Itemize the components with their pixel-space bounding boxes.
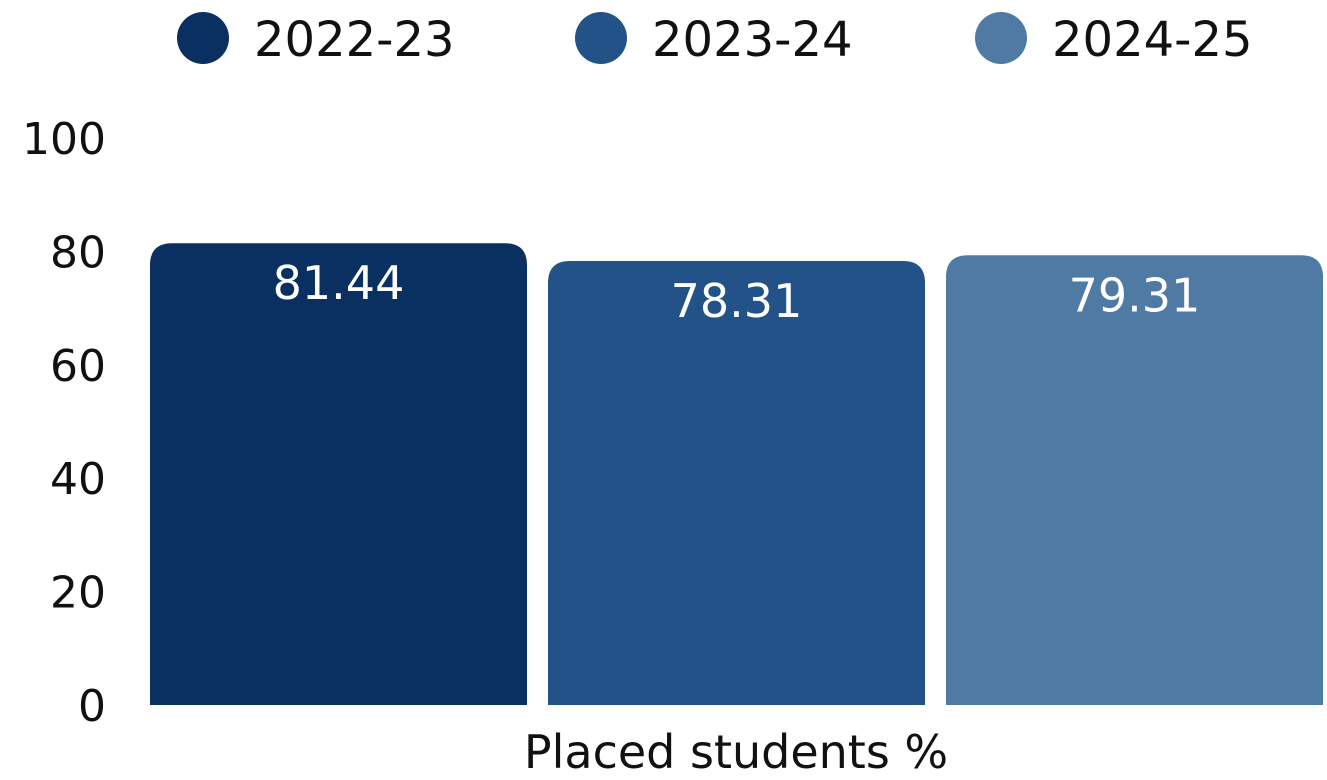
y-tick-label: 20 (50, 568, 106, 619)
data-label-2022-23: 81.44 (273, 256, 405, 310)
legend-label-2023-24: 2023-24 (652, 12, 853, 68)
data-labels: 81.44 78.31 79.31 (273, 256, 1201, 328)
y-axis: 0 20 40 60 80 100 (22, 114, 106, 732)
legend-marker-2024-25 (975, 12, 1027, 64)
legend-label-2024-25: 2024-25 (1052, 12, 1253, 68)
bar-2023-24 (548, 260, 925, 705)
legend-marker-2022-23 (177, 12, 229, 64)
y-tick-label: 60 (50, 341, 106, 392)
y-tick-label: 100 (22, 114, 106, 165)
bars (150, 243, 1323, 705)
y-tick-label: 40 (50, 454, 106, 505)
x-axis-label: Placed students % (524, 725, 948, 779)
bar-2024-25 (946, 255, 1323, 705)
y-tick-label: 0 (78, 681, 106, 732)
y-tick-label: 80 (50, 227, 106, 278)
legend: 2022-23 2023-24 2024-25 (177, 12, 1253, 68)
data-label-2023-24: 78.31 (671, 274, 803, 328)
legend-marker-2023-24 (575, 12, 627, 64)
legend-label-2022-23: 2022-23 (254, 12, 455, 68)
data-label-2024-25: 79.31 (1069, 268, 1201, 322)
bar-2022-23 (150, 243, 527, 705)
